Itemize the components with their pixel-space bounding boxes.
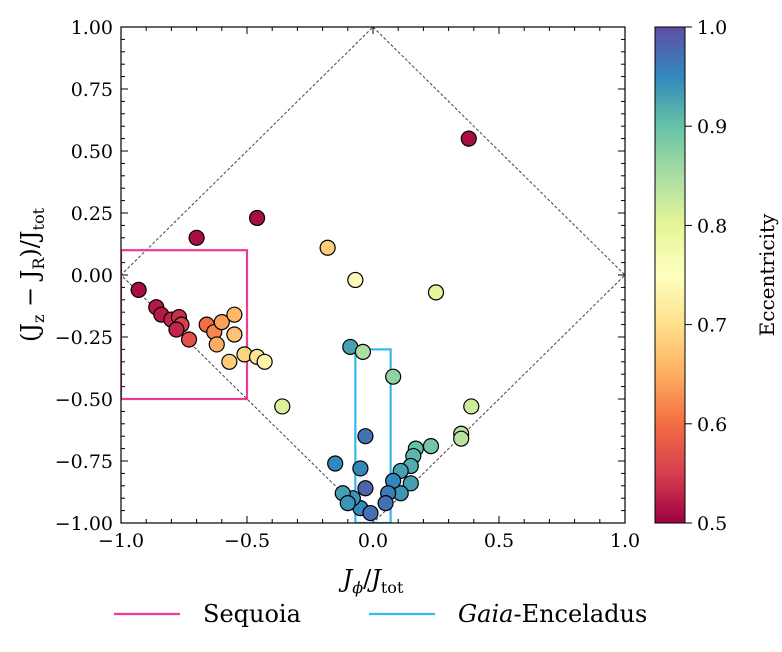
data-point <box>357 428 374 445</box>
data-point <box>463 398 480 415</box>
data-point <box>377 495 394 512</box>
data-point <box>221 353 238 370</box>
data-point <box>256 353 273 370</box>
data-point <box>453 430 470 447</box>
data-point <box>427 284 445 301</box>
scatter-points <box>130 130 480 522</box>
gaia-enceladus-region <box>354 348 392 523</box>
diamond-boundary <box>120 26 626 524</box>
data-point <box>319 239 336 256</box>
data-point <box>352 460 369 477</box>
colorbar-tick-label: 0.7 <box>697 315 727 337</box>
data-point <box>188 229 205 246</box>
colorbar-ticks: 0.5 0.6 0.7 0.8 0.9 1.0 <box>685 17 727 535</box>
data-point <box>130 281 147 298</box>
plot-frame <box>120 26 626 524</box>
x-tick-label: −1.0 <box>98 530 144 552</box>
colorbar-tick-label: 0.6 <box>697 414 727 436</box>
y-tick-label: −0.50 <box>55 389 113 411</box>
legend-label-sequoia: Sequoia <box>203 600 301 628</box>
x-tick-label: 1.0 <box>610 530 640 552</box>
x-axis-label: Jϕ/Jtot <box>338 565 404 597</box>
x-tick-label: −0.5 <box>224 530 270 552</box>
y-tick-label: −0.75 <box>55 451 113 473</box>
y-tick-label: 0.50 <box>71 141 113 163</box>
colorbar-tick-label: 1.0 <box>697 17 727 39</box>
colorbar-label: Eccentricity <box>755 213 779 336</box>
axis-ticks <box>120 26 626 524</box>
colorbar-tick-label: 0.5 <box>697 513 727 535</box>
colorbar-tick-label: 0.9 <box>697 116 727 138</box>
data-point <box>226 326 243 343</box>
data-point <box>354 343 372 360</box>
data-point <box>208 336 225 353</box>
y-tick-label: 0.25 <box>71 203 113 225</box>
data-point <box>460 130 477 147</box>
data-point <box>347 271 364 289</box>
data-point <box>362 504 379 522</box>
data-point <box>168 321 185 338</box>
y-tick-label: −0.25 <box>55 327 113 349</box>
y-axis-label: (Jz − JR)/Jtot <box>16 207 48 342</box>
y-tick-label: 0.00 <box>71 265 113 287</box>
data-point <box>180 331 198 348</box>
data-point <box>248 209 266 227</box>
data-point <box>385 368 402 385</box>
y-tick-labels: −1.00 −0.75 −0.50 −0.25 0.00 0.25 0.50 0.75 1.00 <box>55 17 113 535</box>
data-point <box>226 306 243 323</box>
data-point <box>274 398 291 415</box>
data-point <box>339 495 356 512</box>
data-point <box>327 455 344 472</box>
y-tick-label: 1.00 <box>71 17 113 39</box>
data-point <box>213 314 230 331</box>
legend: Sequoia Gaia-Enceladus <box>114 600 647 628</box>
data-point <box>402 475 419 492</box>
x-tick-label: 0.0 <box>358 530 388 552</box>
x-tick-label: 0.5 <box>484 530 514 552</box>
y-tick-label: −1.00 <box>55 513 113 535</box>
data-point <box>422 438 440 455</box>
y-tick-label: 0.75 <box>71 79 113 101</box>
x-tick-labels: −1.0 −0.5 0.0 0.5 1.0 <box>98 530 640 552</box>
legend-label-gaia-enceladus: Gaia-Enceladus <box>458 600 647 628</box>
colorbar <box>654 26 686 524</box>
data-point <box>357 480 374 497</box>
sequoia-region <box>121 249 249 401</box>
colorbar-tick-label: 0.8 <box>697 215 727 237</box>
